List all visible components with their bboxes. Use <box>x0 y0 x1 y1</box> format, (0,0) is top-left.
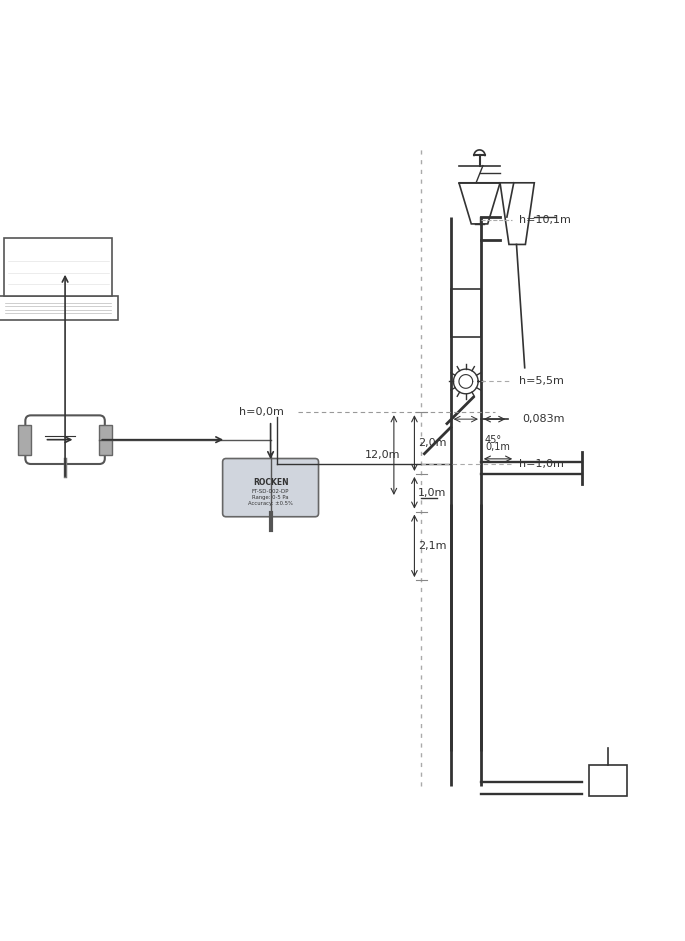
Text: 0,083m: 0,083m <box>522 414 564 424</box>
Text: 1,0m: 1,0m <box>418 487 446 498</box>
Text: 2,0m: 2,0m <box>418 439 447 448</box>
Text: Accuracy: ±0.5%: Accuracy: ±0.5% <box>248 501 293 506</box>
Text: 0,1m: 0,1m <box>486 442 510 452</box>
Bar <box>589 765 627 796</box>
Text: 45°: 45° <box>484 435 501 445</box>
Bar <box>99 424 112 455</box>
Text: 2,1m: 2,1m <box>418 541 447 550</box>
Text: h=0,0m: h=0,0m <box>239 407 284 417</box>
Bar <box>0 295 119 320</box>
Text: h=5,5m: h=5,5m <box>519 376 564 387</box>
Bar <box>451 289 481 337</box>
Text: h=1,0m: h=1,0m <box>519 458 564 469</box>
Text: h=10,1m: h=10,1m <box>519 215 571 226</box>
Bar <box>18 424 31 455</box>
Text: ROCKEN: ROCKEN <box>253 478 288 486</box>
FancyBboxPatch shape <box>223 458 319 517</box>
Polygon shape <box>500 183 534 245</box>
Text: FT-SD-002-DP: FT-SD-002-DP <box>252 488 289 493</box>
Text: Range: 0-5 Pa: Range: 0-5 Pa <box>252 495 289 501</box>
Polygon shape <box>459 183 500 224</box>
FancyBboxPatch shape <box>25 415 105 464</box>
Text: 12,0m: 12,0m <box>365 450 401 460</box>
Bar <box>4 237 112 295</box>
